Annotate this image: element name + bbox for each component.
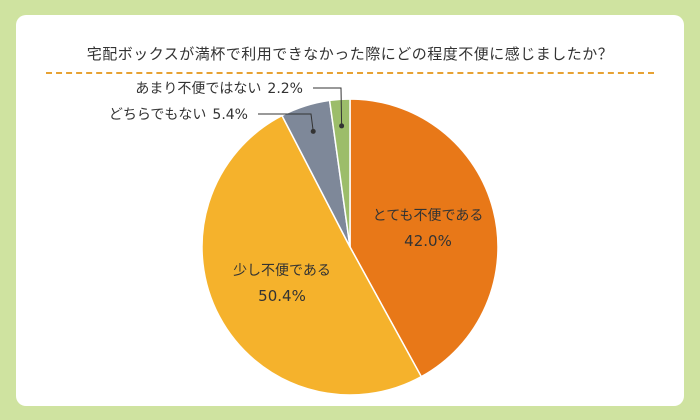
slice-label-1: とても不便である	[373, 208, 484, 224]
slice-value-2: 50.4%	[258, 287, 306, 305]
dashed-divider	[46, 72, 654, 74]
pie-slice-2	[201, 114, 423, 396]
slice-value-1: 42.0%	[404, 232, 452, 250]
pie-slice-4	[328, 98, 351, 248]
slice-label-3: どちらでもない	[109, 107, 207, 123]
leader-dot-3	[310, 128, 316, 134]
slice-label-2: 少し不便である	[233, 263, 331, 279]
leader-line-4	[313, 87, 343, 126]
leader-line-3	[258, 113, 314, 132]
slice-value-3: 5.4%	[212, 107, 248, 123]
leader-dot-4	[339, 123, 345, 129]
slice-labels: とても不便である 42.0% 少し不便である 50.4% どちらでもない 5.4% あまり不…	[109, 81, 484, 305]
chart-title: 宅配ボックスが満杯で利用できなかった際にどの程度不便に感じましたか？	[86, 45, 614, 63]
slice-value-4: 2.2%	[267, 81, 303, 97]
pie-slice-1	[349, 98, 499, 378]
pie-slices	[201, 98, 499, 396]
slice-label-4: あまり不便ではない	[135, 81, 261, 97]
leader-lines	[258, 87, 345, 134]
slice-outside-label-3: どちらでもない 5.4%	[109, 107, 248, 123]
slice-outside-label-4: あまり不便ではない 2.2%	[135, 81, 303, 97]
